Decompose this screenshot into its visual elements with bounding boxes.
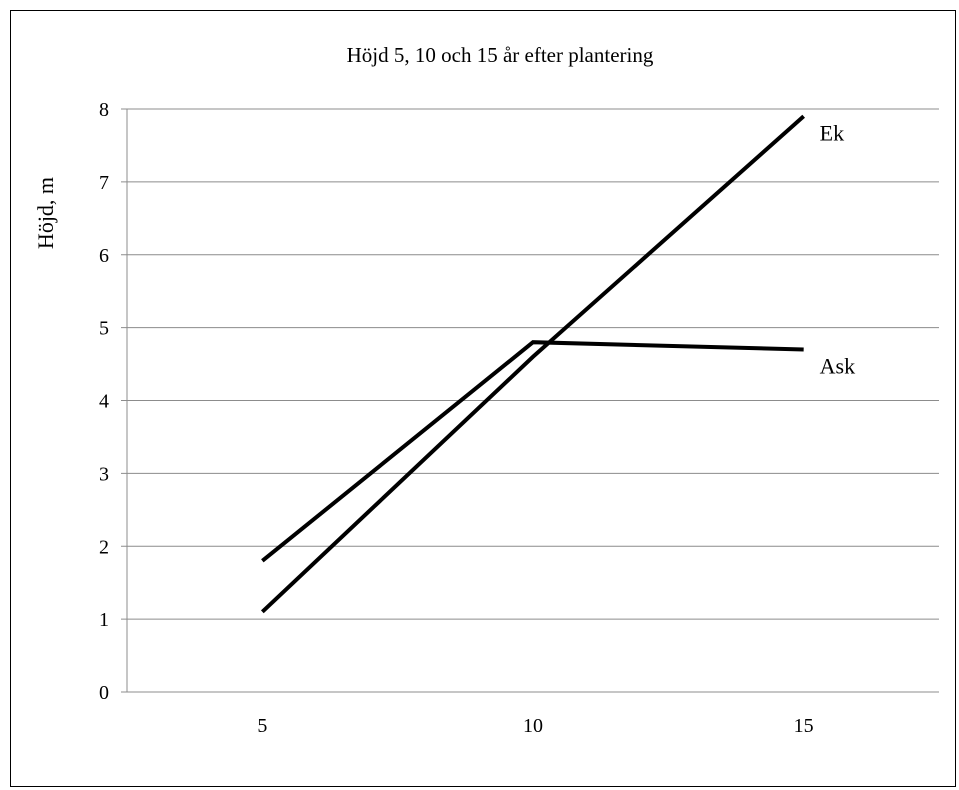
series-label-ek: Ek xyxy=(820,120,844,145)
y-tick-label-2: 2 xyxy=(99,536,109,558)
y-tick-label-6: 6 xyxy=(99,245,109,267)
series-label-ask: Ask xyxy=(820,353,855,378)
x-tick-labels: 5 10 15 xyxy=(257,715,813,737)
chart-frame xyxy=(10,10,956,787)
y-tick-label-4: 4 xyxy=(99,391,109,413)
x-tick-label-5: 5 xyxy=(257,715,267,737)
y-tick-label-7: 7 xyxy=(99,172,109,194)
y-tick-label-3: 3 xyxy=(99,463,109,485)
series-labels: Ask Ek xyxy=(820,120,855,378)
y-tick-label-0: 0 xyxy=(99,682,109,704)
x-tick-label-15: 15 xyxy=(794,715,814,737)
series-line-ask xyxy=(261,340,804,563)
axes xyxy=(121,108,939,693)
chart-title: Höjd 5, 10 och 15 år efter plantering xyxy=(347,43,654,67)
y-tick-label-8: 8 xyxy=(99,99,109,121)
gridlines xyxy=(127,108,939,620)
x-tick-label-10: 10 xyxy=(523,715,543,737)
series-lines xyxy=(260,114,805,614)
y-tick-labels: 0 1 2 3 4 5 6 7 8 xyxy=(99,99,109,704)
y-tick-label-5: 5 xyxy=(99,318,109,340)
y-axis-label: Höjd, m xyxy=(33,177,58,249)
series-line-ek xyxy=(260,114,805,614)
y-tick-label-1: 1 xyxy=(99,609,109,631)
